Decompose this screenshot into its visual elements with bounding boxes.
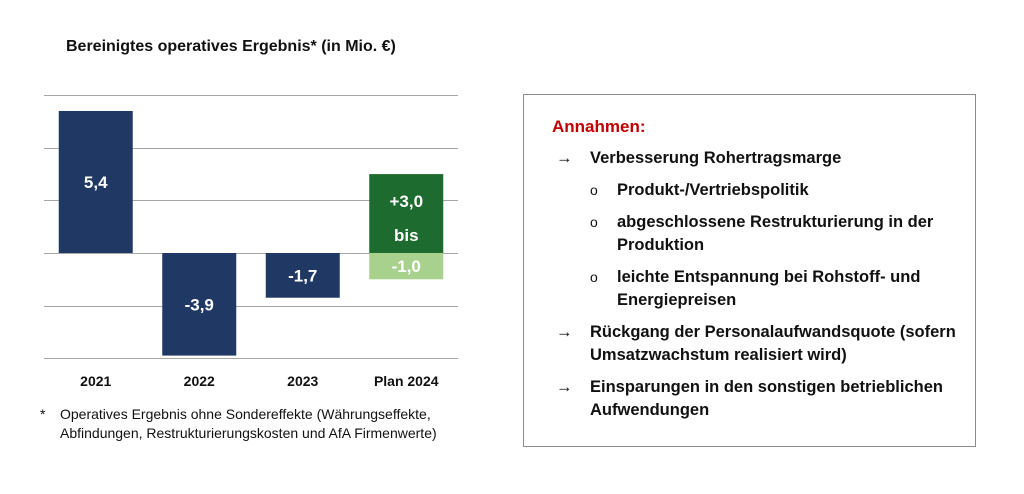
- assumption-text: abgeschlossene Restrukturierung in der P…: [617, 213, 934, 254]
- bullet-icon: o: [590, 269, 598, 285]
- arrow-icon: →: [556, 149, 573, 167]
- bullet-icon: o: [590, 214, 598, 230]
- chart-title: Bereinigtes operatives Ergebnis* (in Mio…: [66, 38, 396, 55]
- assumptions-list: → Verbesserung Rohertragsmarge o Produkt-/V…: [524, 147, 975, 431]
- arrow-icon: →: [556, 378, 573, 396]
- bar: [162, 253, 237, 356]
- x-tick-label: Plan 2024: [374, 373, 439, 389]
- bar-chart: 5,4 -3,9 -1,7 +3,0 bis -1,0 2021 2022 2023 Plan …: [44, 95, 458, 389]
- x-tick-label: 2023: [287, 373, 318, 389]
- plan-bar-positive: [369, 174, 444, 253]
- bar-labels: 5,4 -3,9 -1,7 +3,0 bis -1,0: [84, 173, 423, 314]
- plan-label-mid: bis: [394, 226, 419, 245]
- bullet-icon: o: [590, 182, 598, 198]
- bars: [58, 110, 444, 356]
- assumption-item: → Verbesserung Rohertragsmarge: [524, 147, 975, 170]
- bar-value-label: 5,4: [84, 173, 108, 192]
- arrow-icon: →: [556, 323, 573, 341]
- assumption-text: Verbesserung Rohertragsmarge: [590, 149, 842, 167]
- assumption-item: o leichte Entspannung bei Rohstoff- und E…: [524, 266, 975, 312]
- assumption-text: Einsparungen in den sonstigen betrieblic…: [590, 378, 943, 419]
- assumption-text: Rückgang der Personalaufwandsquote (sofe…: [590, 323, 956, 364]
- x-tick-label: 2022: [184, 373, 215, 389]
- assumption-item: → Rückgang der Personalaufwandsquote (sof…: [524, 321, 975, 367]
- bar-value-label: -1,7: [288, 266, 317, 285]
- bar-value-label: -3,9: [185, 295, 214, 314]
- footnote: * Operatives Ergebnis ohne Sondereffekte…: [40, 405, 500, 443]
- assumption-text: leichte Entspannung bei Rohstoff- und En…: [617, 268, 921, 309]
- assumption-text: Produkt-/Vertriebspolitik: [617, 181, 809, 199]
- assumption-item: → Einsparungen in den sonstigen betriebli…: [524, 376, 975, 422]
- plan-label-bottom: -1,0: [392, 257, 421, 276]
- footnote-text: Operatives Ergebnis ohne Sondereffekte (…: [60, 406, 437, 441]
- bar: [58, 110, 133, 253]
- assumptions-box: Annahmen: → Verbesserung Rohertragsmarge o…: [523, 94, 976, 447]
- plan-bar-negative: [369, 253, 444, 280]
- footnote-marker: *: [40, 406, 46, 422]
- assumption-item: o Produkt-/Vertriebspolitik: [524, 179, 975, 202]
- x-tick-label: 2021: [80, 373, 111, 389]
- assumption-item: o abgeschlossene Restrukturierung in der …: [524, 211, 975, 257]
- plan-label-top: +3,0: [389, 192, 423, 211]
- x-axis-ticks: 2021 2022 2023 Plan 2024: [80, 373, 439, 389]
- bar: [265, 253, 340, 298]
- assumptions-title: Annahmen:: [552, 117, 646, 136]
